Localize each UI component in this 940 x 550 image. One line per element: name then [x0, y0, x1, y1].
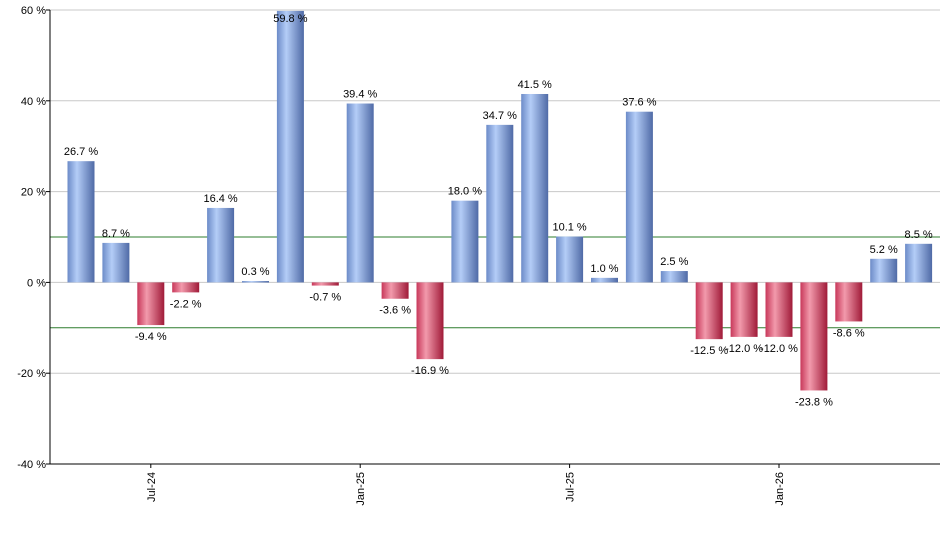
- bar-positive: [451, 200, 479, 283]
- data-label: 41.5 %: [518, 79, 552, 91]
- data-label: -12.5 %: [690, 345, 728, 357]
- data-label: 8.7 %: [102, 228, 130, 240]
- bar-positive: [67, 161, 95, 283]
- bar-positive: [625, 111, 653, 283]
- data-label: -23.8 %: [795, 396, 833, 408]
- data-label: 8.5 %: [905, 229, 933, 241]
- bars: [67, 10, 933, 391]
- y-tick-label: 60 %: [21, 5, 46, 17]
- bar-negative: [695, 282, 723, 340]
- data-label: -8.6 %: [833, 327, 865, 339]
- data-label: 39.4 %: [343, 89, 377, 101]
- bar-positive: [521, 93, 549, 283]
- y-tick-label: 20 %: [21, 187, 46, 199]
- x-tick-label: Jul-24: [146, 472, 158, 502]
- bar-positive: [591, 277, 618, 283]
- bar-positive: [207, 207, 235, 283]
- bar-negative: [311, 282, 339, 286]
- data-label: -2.2 %: [170, 298, 202, 310]
- data-label: 5.2 %: [870, 244, 898, 256]
- y-tick-label: 40 %: [21, 96, 46, 108]
- data-label: 1.0 %: [590, 263, 618, 275]
- data-label: 59.8 %: [273, 13, 307, 25]
- data-label: 2.5 %: [660, 256, 688, 268]
- bar-positive: [556, 236, 584, 283]
- data-label: 26.7 %: [64, 146, 98, 158]
- data-label: 18.0 %: [448, 186, 482, 198]
- y-tick-label: -40 %: [17, 459, 46, 471]
- data-label: 16.4 %: [203, 193, 237, 205]
- y-tick-label: -20 %: [17, 368, 46, 380]
- data-label: -3.6 %: [379, 305, 411, 317]
- bar-positive: [660, 271, 688, 283]
- axes: 60 % 40 % 20 % 0 % -20 % -40 % Jul-24 Jan-25 Jul…: [17, 5, 940, 506]
- bar-negative: [416, 282, 444, 360]
- bar-negative: [137, 282, 165, 326]
- data-labels: 26.7 % 8.7 % -9.4 % -2.2 % 16.4 % 0.3 % 59.8 %…: [64, 13, 933, 408]
- x-tick-label: Jul-25: [565, 472, 577, 502]
- bar-positive: [486, 124, 514, 283]
- data-label: 10.1 %: [552, 222, 586, 234]
- bar-negative: [835, 282, 863, 322]
- x-tick-label: Jan-25: [355, 472, 367, 506]
- bar-positive: [346, 103, 374, 283]
- bar-positive: [102, 242, 130, 283]
- data-label: -9.4 %: [135, 331, 167, 343]
- bar-negative: [765, 282, 793, 337]
- data-label: 0.3 %: [241, 266, 269, 278]
- data-label: -12.0 %: [760, 343, 798, 355]
- data-label: -12.0 %: [725, 343, 763, 355]
- data-label: 34.7 %: [483, 110, 517, 122]
- bar-negative: [172, 282, 200, 293]
- y-tick-label: 0 %: [27, 277, 46, 289]
- bar-positive: [905, 243, 933, 283]
- bar-positive: [276, 10, 304, 283]
- x-tick-label: Jan-26: [774, 472, 786, 506]
- bar-negative: [730, 282, 758, 337]
- bar-negative: [381, 282, 409, 299]
- data-label: 37.6 %: [622, 97, 656, 109]
- data-label: -0.7 %: [309, 292, 341, 304]
- data-label: -16.9 %: [411, 365, 449, 377]
- bar-positive: [242, 281, 269, 283]
- bar-negative: [800, 282, 828, 391]
- bar-positive: [870, 258, 898, 283]
